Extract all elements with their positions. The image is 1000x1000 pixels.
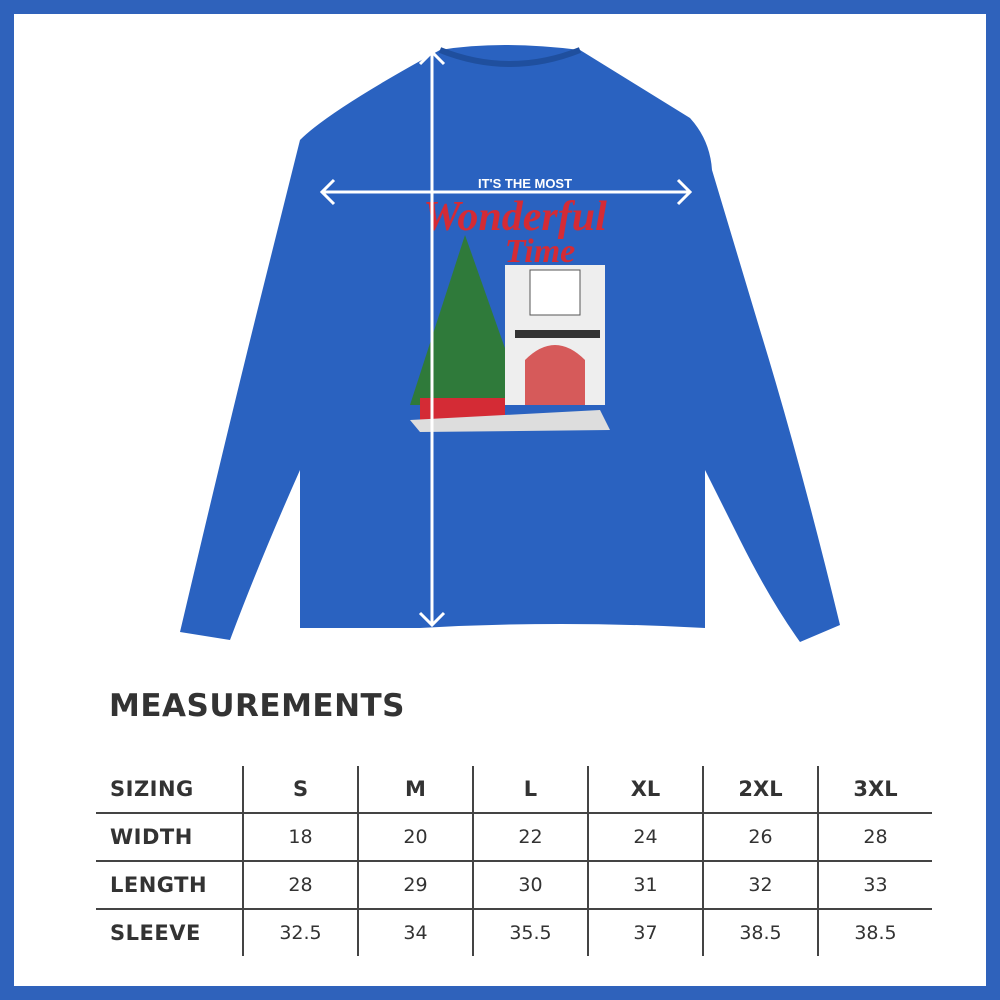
header-cell: M bbox=[357, 766, 473, 813]
header-cell: S bbox=[242, 766, 358, 813]
cell: 33 bbox=[817, 860, 932, 909]
shirt-collar bbox=[438, 47, 582, 67]
cell: 28 bbox=[817, 812, 932, 861]
shirt-graphic: IT'S THE MOST Wonderful Time bbox=[410, 176, 610, 432]
cell: 38.5 bbox=[702, 908, 818, 956]
svg-text:Time: Time bbox=[505, 233, 576, 270]
header-cell: 2XL bbox=[702, 766, 818, 813]
header-cell: SIZING bbox=[110, 777, 194, 801]
header-cell: L bbox=[472, 766, 588, 813]
floor bbox=[410, 410, 610, 432]
table-row: LENGTH 28 29 30 31 32 33 bbox=[96, 860, 932, 909]
table-row: WIDTH 18 20 22 24 26 28 bbox=[96, 812, 932, 861]
cell: 18 bbox=[242, 812, 358, 861]
presents bbox=[420, 398, 505, 420]
cell: 30 bbox=[472, 860, 588, 909]
cell: 20 bbox=[357, 812, 473, 861]
width-arrow bbox=[319, 178, 693, 206]
cell: 28 bbox=[242, 860, 358, 909]
cell: 34 bbox=[357, 908, 473, 956]
cell: 24 bbox=[587, 812, 703, 861]
row-label: WIDTH bbox=[96, 812, 243, 861]
cell: 26 bbox=[702, 812, 818, 861]
header-cell: 3XL bbox=[817, 766, 932, 813]
mantel bbox=[515, 330, 600, 338]
cell: 22 bbox=[472, 812, 588, 861]
length-arrow bbox=[418, 49, 446, 628]
row-label: LENGTH bbox=[96, 860, 243, 909]
cell: 37 bbox=[587, 908, 703, 956]
svg-text:IT'S THE MOST: IT'S THE MOST bbox=[478, 176, 572, 191]
table-row: SLEEVE 32.5 34 35.5 37 38.5 38.5 bbox=[96, 908, 932, 956]
fireplace bbox=[525, 345, 585, 405]
svg-text:Wonderful: Wonderful bbox=[423, 194, 607, 240]
cell: 32.5 bbox=[242, 908, 358, 956]
size-table: SIZING S M L XL 2XL 3XL WIDTH 18 20 22 2… bbox=[96, 766, 932, 956]
cell: 32 bbox=[702, 860, 818, 909]
header-cell: XL bbox=[587, 766, 703, 813]
cell: 35.5 bbox=[472, 908, 588, 956]
cell: 29 bbox=[357, 860, 473, 909]
row-label: SLEEVE bbox=[96, 908, 243, 956]
cell: 31 bbox=[587, 860, 703, 909]
mirror bbox=[529, 269, 581, 316]
table-header-row: SIZING S M L XL 2XL 3XL bbox=[96, 766, 932, 813]
measurements-title: MEASUREMENTS bbox=[109, 688, 406, 724]
tree bbox=[410, 235, 525, 405]
cell: 38.5 bbox=[817, 908, 932, 956]
